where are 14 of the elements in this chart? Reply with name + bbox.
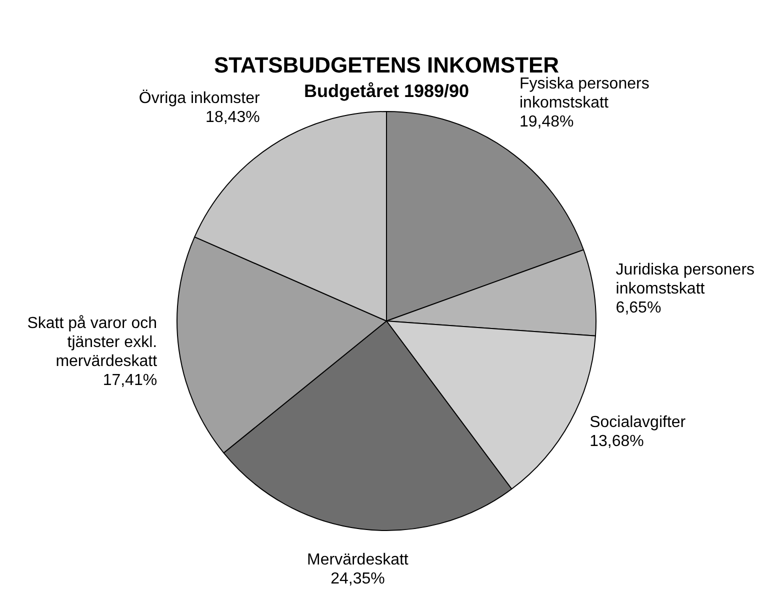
slice-label: Socialavgifter <box>590 414 686 432</box>
slice-label: Mervärdeskatt <box>307 552 409 569</box>
slice-label: Övriga inkomster <box>138 89 260 108</box>
data-label: 6,65% <box>616 300 662 317</box>
chart-subtitle: Budgetåret 1989/90 <box>304 81 470 102</box>
slice-label: Juridiska personers inkomstskatt <box>616 262 755 298</box>
data-label: 19,48% <box>519 113 574 130</box>
chart-title: STATSBUDGETENS INKOMSTER <box>214 52 560 78</box>
data-label: 24,35% <box>330 570 385 588</box>
slice-label: Fysiska personers inkomstskatt <box>519 75 650 112</box>
data-label: 18,43% <box>206 109 260 126</box>
data-label: 13,68% <box>590 433 644 450</box>
slice-label: Skatt på varor och tjänster exkl. mervärdeskatt <box>27 314 158 370</box>
data-label: 17,41% <box>102 372 158 389</box>
